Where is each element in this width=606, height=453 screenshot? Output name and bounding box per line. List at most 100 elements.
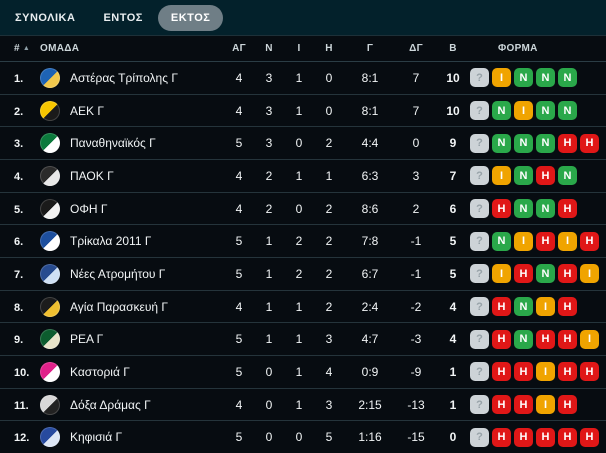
form-badge-loss[interactable]: Η — [492, 395, 511, 415]
form-badge-unknown[interactable]: ? — [470, 297, 489, 317]
team-cell[interactable]: Αγία Παρασκευή Γ — [40, 296, 224, 317]
form-badge-loss[interactable]: Η — [514, 395, 533, 415]
form-badge-draw[interactable]: Ι — [536, 395, 555, 415]
form-badge-loss[interactable]: Η — [558, 297, 577, 317]
form-badge-win[interactable]: Ν — [514, 133, 533, 153]
form-badge-win[interactable]: Ν — [514, 297, 533, 317]
points-cell: 5 — [449, 266, 457, 281]
team-cell[interactable]: Δόξα Δράμας Γ — [40, 394, 224, 415]
form-badge-loss[interactable]: Η — [580, 133, 599, 153]
form-badge-loss[interactable]: Η — [492, 297, 511, 317]
form-badge-win[interactable]: Ν — [558, 166, 577, 186]
form-badge-unknown[interactable]: ? — [470, 427, 489, 447]
form-badge-draw[interactable]: Ι — [514, 101, 533, 120]
form-badge-loss[interactable]: Η — [558, 329, 577, 349]
team-cell[interactable]: Αστέρας Τρίπολης Γ — [40, 67, 224, 88]
played-cell: 4 — [235, 397, 243, 412]
form-badge-unknown[interactable]: ? — [470, 199, 489, 219]
team-cell[interactable]: ΟΦΗ Γ — [40, 198, 224, 219]
team-cell[interactable]: Νέες Ατρομήτου Γ — [40, 263, 224, 284]
form-badge-draw[interactable]: Ι — [492, 166, 511, 186]
form-badge-loss[interactable]: Η — [536, 427, 555, 447]
table-row[interactable]: 6. Τρίκαλα 2011 Γ 5 1 2 2 7:8 -1 5? Ν Ι Η Ι Η — [0, 225, 606, 259]
table-row[interactable]: 1. Αστέρας Τρίπολης Γ 4 3 1 0 8:1 7 10? Ι Ν Ν Ν — [0, 62, 606, 95]
team-cell[interactable]: Παναθηναϊκός Γ — [40, 133, 224, 154]
form-badge-loss[interactable]: Η — [492, 329, 511, 349]
form-badge-loss[interactable]: Η — [492, 199, 511, 219]
form-badge-loss[interactable]: Η — [514, 362, 533, 382]
table-row[interactable]: 8. Αγία Παρασκευή Γ 4 1 1 2 2:4 -2 4? Η Ν Ι Η — [0, 291, 606, 324]
goals-cell: 8:6 — [361, 201, 379, 216]
form-badge-unknown[interactable]: ? — [470, 362, 489, 382]
form-badge-win[interactable]: Ν — [536, 264, 555, 284]
form-badge-unknown[interactable]: ? — [470, 101, 489, 120]
table-row[interactable]: 5. ΟΦΗ Γ 4 2 0 2 8:6 2 6? Η Ν Ν Η — [0, 193, 606, 226]
tab-ektos[interactable]: ΕΚΤΟΣ — [157, 4, 224, 31]
form-badge-loss[interactable]: Η — [558, 133, 577, 153]
form-badge-loss[interactable]: Η — [580, 427, 599, 447]
form-badge-loss[interactable]: Η — [536, 166, 555, 186]
form-badge-loss[interactable]: Η — [558, 427, 577, 447]
team-cell[interactable]: Κηφισιά Γ — [40, 427, 224, 448]
form-badge-loss[interactable]: Η — [558, 395, 577, 415]
form-badge-loss[interactable]: Η — [492, 427, 511, 447]
form-badge-win[interactable]: Ν — [558, 68, 577, 88]
form-badge-loss[interactable]: Η — [558, 199, 577, 219]
form-badge-win[interactable]: Ν — [492, 231, 511, 251]
form-badge-win[interactable]: Ν — [558, 101, 577, 120]
form-badge-win[interactable]: Ν — [514, 329, 533, 349]
table-row[interactable]: 12. Κηφισιά Γ 5 0 0 5 1:16 -15 0? Η Η Η Η Η — [0, 421, 606, 453]
form-badge-draw[interactable]: Ι — [492, 68, 511, 88]
form-badge-loss[interactable]: Η — [514, 264, 533, 284]
tab-synolika[interactable]: ΣΥΝΟΛΙΚΑ — [15, 11, 76, 24]
table-row[interactable]: 9. ΡΕΑ Γ 5 1 1 3 4:7 -3 4? Η Ν Η Η Ι — [0, 323, 606, 357]
team-cell[interactable]: Καστοριά Γ — [40, 361, 224, 382]
form-badge-unknown[interactable]: ? — [470, 395, 489, 415]
team-cell[interactable]: ΑΕΚ Γ — [40, 100, 224, 121]
form-badge-loss[interactable]: Η — [536, 329, 555, 349]
form-badge-draw[interactable]: Ι — [558, 231, 577, 251]
form-badge-loss[interactable]: Η — [536, 231, 555, 251]
table-row[interactable]: 2. ΑΕΚ Γ 4 3 1 0 8:1 7 10? Ν Ι Ν Ν — [0, 95, 606, 128]
table-row[interactable]: 7. Νέες Ατρομήτου Γ 5 1 2 2 6:7 -1 5? Ι Η Ν Η Ι — [0, 258, 606, 291]
form-badge-loss[interactable]: Η — [492, 362, 511, 382]
form-badge-win[interactable]: Ν — [492, 101, 511, 120]
form-badge-win[interactable]: Ν — [536, 101, 555, 120]
team-cell[interactable]: ΡΕΑ Γ — [40, 329, 224, 350]
table-row[interactable]: 4. ΠΑΟΚ Γ 4 2 1 1 6:3 3 7? Ι Ν Η Ν — [0, 160, 606, 193]
rank-label: 8. — [14, 301, 24, 314]
form-badge-unknown[interactable]: ? — [470, 68, 489, 88]
form-badge-win[interactable]: Ν — [536, 133, 555, 153]
form-badge-draw[interactable]: Ι — [514, 231, 533, 251]
team-cell[interactable]: Τρίκαλα 2011 Γ — [40, 231, 224, 252]
tab-entos[interactable]: ΕΝΤΟΣ — [103, 11, 143, 24]
form-badge-unknown[interactable]: ? — [470, 329, 489, 349]
table-row[interactable]: 10. Καστοριά Γ 5 0 1 4 0:9 -9 1? Η Η Ι Η Η — [0, 356, 606, 389]
form-badge-loss[interactable]: Η — [558, 362, 577, 382]
form-badge-unknown[interactable]: ? — [470, 133, 489, 153]
table-row[interactable]: 3. Παναθηναϊκός Γ 5 3 0 2 4:4 0 9? Ν Ν Ν Η Η — [0, 127, 606, 161]
form-badge-win[interactable]: Ν — [536, 199, 555, 219]
form-badge-loss[interactable]: Η — [558, 264, 577, 284]
form-badge-loss[interactable]: Η — [580, 362, 599, 382]
points-cell: 5 — [449, 234, 457, 249]
form-badge-win[interactable]: Ν — [492, 133, 511, 153]
table-row[interactable]: 11. Δόξα Δράμας Γ 4 0 1 3 2:15 -13 1? Η Η Ι Η — [0, 389, 606, 422]
form-badge-win[interactable]: Ν — [514, 199, 533, 219]
form-badge-draw[interactable]: Ι — [536, 297, 555, 317]
form-badge-draw[interactable]: Ι — [580, 329, 599, 349]
form-badge-unknown[interactable]: ? — [470, 166, 489, 186]
team-cell[interactable]: ΠΑΟΚ Γ — [40, 165, 224, 186]
header-rank-sort[interactable]: # ▲ — [0, 43, 40, 54]
form-badge-loss[interactable]: Η — [580, 231, 599, 251]
form-badge-unknown[interactable]: ? — [470, 231, 489, 251]
form-badge-draw[interactable]: Ι — [536, 362, 555, 382]
form-badge-win[interactable]: Ν — [514, 166, 533, 186]
form-badge-win[interactable]: Ν — [536, 68, 555, 88]
form-badge-loss[interactable]: Η — [514, 427, 533, 447]
form-badge-unknown[interactable]: ? — [470, 264, 489, 284]
form-badge-draw[interactable]: Ι — [580, 264, 599, 284]
goal-diff-cell: -15 — [407, 430, 425, 445]
form-badge-win[interactable]: Ν — [514, 68, 533, 88]
form-badge-draw[interactable]: Ι — [492, 264, 511, 284]
